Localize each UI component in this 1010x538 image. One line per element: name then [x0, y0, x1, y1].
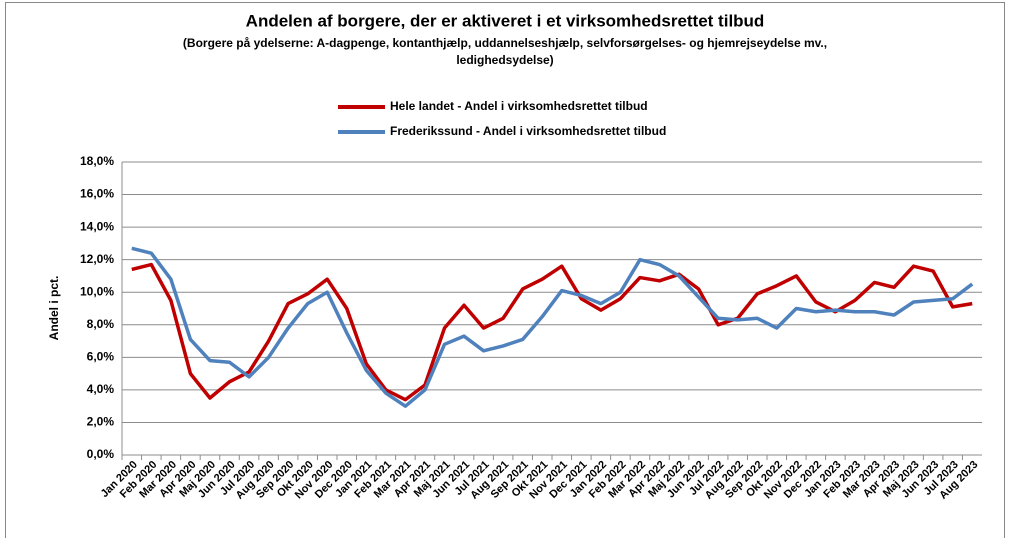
legend-label: Frederikssund - Andel i virksomhedsrette…	[390, 124, 666, 138]
chart-frame	[5, 2, 1005, 538]
y-tick-label: 18,0%	[80, 154, 114, 168]
y-tick-label: 10,0%	[80, 284, 114, 298]
line-series	[131, 246, 974, 408]
y-tick-label: 2,0%	[87, 415, 115, 429]
y-tick-label: 8,0%	[87, 317, 115, 331]
y-tick-label: 12,0%	[80, 252, 114, 266]
y-axis-label: Andel i pct.	[47, 276, 61, 341]
y-tick-label: 14,0%	[80, 219, 114, 233]
chart-subtitle: ledighedsydelse)	[456, 53, 553, 67]
y-tick-label: 6,0%	[87, 350, 115, 364]
chart-subtitle: (Borgere på ydelserne: A-dagpenge, konta…	[183, 36, 827, 50]
y-tick-label: 0,0%	[87, 447, 115, 461]
y-tick-label: 16,0%	[80, 187, 114, 201]
legend-label: Hele landet - Andel i virksomhedsrettet …	[390, 99, 648, 113]
chart-title: Andelen af borgere, der er aktiveret i e…	[246, 11, 765, 30]
y-tick-label: 4,0%	[87, 382, 115, 396]
